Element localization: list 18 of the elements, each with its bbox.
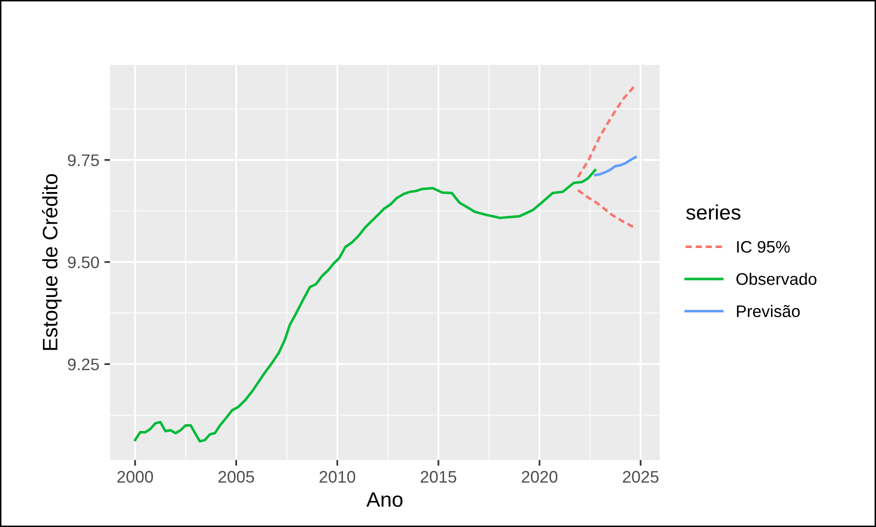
line-series (134, 168, 596, 443)
x-tick-label: 2005 (218, 470, 254, 483)
line-series (594, 156, 637, 176)
x-tick-label: 2025 (622, 470, 658, 483)
x-tick-label: 2020 (522, 470, 558, 483)
y-axis-title: Estoque de Crédito (42, 174, 62, 350)
legend-label: Observado (736, 272, 816, 285)
x-tick-label: 2010 (320, 470, 356, 483)
legend-label: Previsão (736, 304, 800, 318)
legend-label: IC 95% (737, 240, 790, 253)
line-series (576, 84, 637, 178)
y-tick-label: 9.75 (68, 154, 99, 166)
x-tick-label: 2000 (117, 470, 153, 483)
legend-title: series (686, 204, 740, 220)
x-tick-label: 2015 (420, 470, 456, 483)
x-axis-title: Ano (366, 492, 402, 507)
y-tick-label: 9.50 (68, 256, 99, 268)
y-tick-label: 9.25 (68, 358, 99, 370)
